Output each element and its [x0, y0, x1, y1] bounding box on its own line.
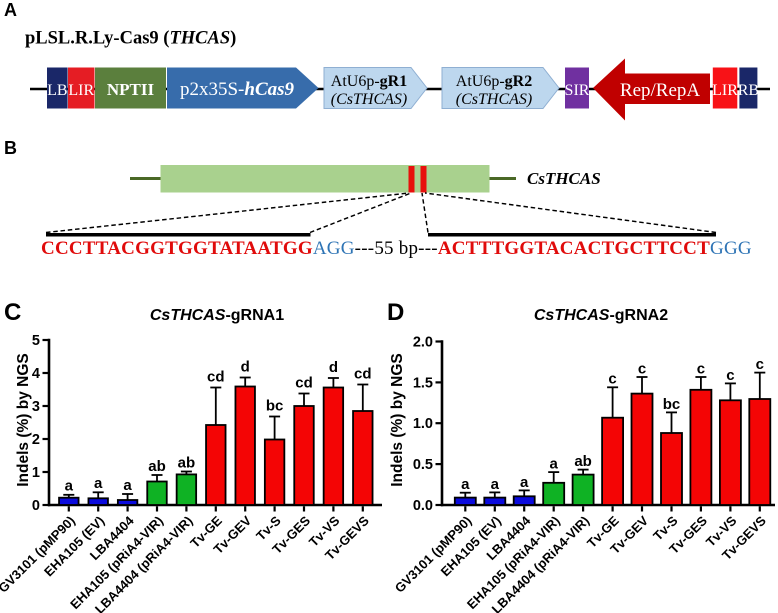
svg-text:LB: LB: [47, 82, 67, 99]
svg-text:ab: ab: [178, 454, 196, 471]
svg-text:LIR: LIR: [712, 82, 738, 99]
svg-text:CCCTTACGGTGGTATAATGGAGG---55 b: CCCTTACGGTGGTATAATGGAGG---55 bp---ACTTTG…: [41, 238, 752, 259]
svg-text:A: A: [4, 0, 17, 20]
svg-text:CsTHCAS-gRNA1: CsTHCAS-gRNA1: [150, 307, 284, 324]
svg-text:RB: RB: [738, 82, 759, 99]
svg-text:0.5: 0.5: [413, 457, 433, 473]
svg-text:AtU6p-gR1: AtU6p-gR1: [331, 73, 407, 90]
svg-text:c: c: [726, 367, 734, 384]
svg-text:Indels (%) by NGS: Indels (%) by NGS: [389, 353, 406, 487]
svg-text:d: d: [329, 359, 338, 376]
svg-text:a: a: [65, 478, 74, 495]
svg-text:1: 1: [32, 465, 40, 481]
svg-text:2: 2: [32, 432, 40, 448]
svg-text:LIR: LIR: [68, 82, 94, 99]
svg-text:a: a: [550, 456, 559, 473]
svg-text:CsTHCAS: CsTHCAS: [527, 169, 601, 188]
svg-text:Rep/RepA: Rep/RepA: [620, 80, 700, 101]
svg-text:0: 0: [32, 498, 40, 514]
svg-text:bc: bc: [663, 396, 681, 413]
svg-text:cd: cd: [354, 366, 372, 383]
svg-text:c: c: [756, 356, 764, 373]
svg-text:d: d: [241, 359, 250, 376]
svg-text:1.0: 1.0: [413, 416, 433, 432]
svg-text:3: 3: [32, 399, 40, 415]
svg-text:p2x35S-hCas9: p2x35S-hCas9: [180, 79, 295, 100]
svg-text:NPTII: NPTII: [107, 80, 155, 99]
svg-text:AtU6p-gR2: AtU6p-gR2: [456, 73, 532, 90]
svg-text:c: c: [608, 371, 616, 388]
svg-text:c: c: [697, 360, 705, 377]
svg-text:a: a: [123, 477, 132, 494]
svg-text:a: a: [94, 475, 103, 492]
svg-text:(CsTHCAS): (CsTHCAS): [456, 91, 532, 108]
svg-text:cd: cd: [207, 369, 225, 386]
svg-text:a: a: [491, 476, 500, 493]
svg-text:B: B: [4, 138, 17, 158]
svg-text:CsTHCAS-gRNA2: CsTHCAS-gRNA2: [534, 307, 668, 324]
svg-text:2.0: 2.0: [413, 335, 433, 351]
svg-text:a: a: [520, 474, 529, 491]
svg-text:cd: cd: [295, 375, 313, 392]
svg-text:Indels (%) by NGS: Indels (%) by NGS: [15, 353, 32, 487]
svg-text:bc: bc: [266, 398, 284, 415]
svg-text:ab: ab: [574, 453, 592, 470]
svg-text:ab: ab: [148, 458, 166, 475]
svg-text:0.0: 0.0: [413, 498, 433, 514]
svg-text:D: D: [387, 299, 404, 326]
svg-text:1.5: 1.5: [413, 375, 433, 391]
svg-text:4: 4: [32, 366, 40, 382]
svg-text:pLSL.R.Ly-Cas9 (THCAS): pLSL.R.Ly-Cas9 (THCAS): [25, 29, 236, 49]
svg-text:5: 5: [32, 333, 40, 349]
svg-text:SIR: SIR: [565, 82, 590, 99]
svg-text:c: c: [638, 360, 646, 377]
svg-text:(CsTHCAS): (CsTHCAS): [331, 91, 407, 108]
svg-text:a: a: [461, 476, 470, 493]
svg-text:C: C: [4, 299, 21, 326]
